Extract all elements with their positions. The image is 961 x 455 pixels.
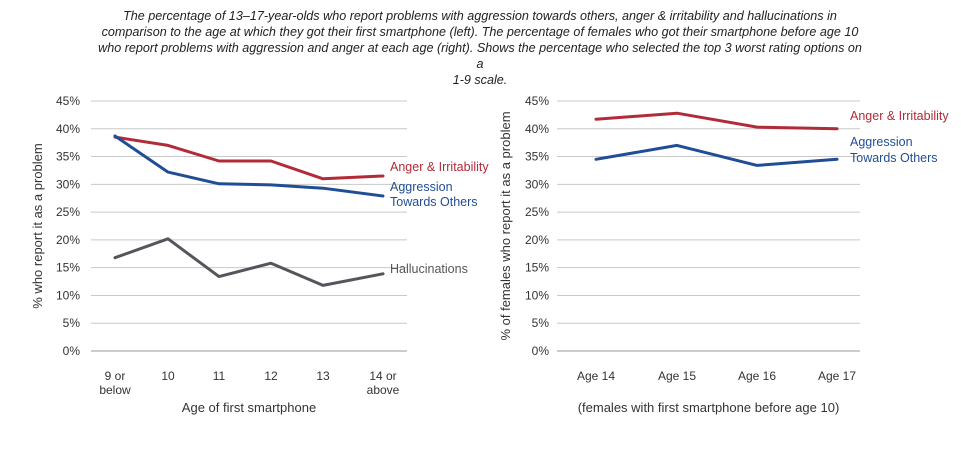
x-tick-label: above (367, 383, 400, 397)
x-tick-label: 10 (161, 369, 175, 383)
y-tick-label: 40% (56, 122, 80, 136)
y-tick-label: 40% (525, 122, 549, 136)
y-tick-label: 20% (525, 233, 549, 247)
series-line-anger-irritability (113, 135, 385, 181)
x-tick-label: Age 17 (818, 369, 856, 383)
y-tick-label: 5% (532, 316, 550, 330)
x-tick-label: 9 or (105, 369, 126, 383)
x-axis-title: (females with first smartphone before ag… (578, 400, 840, 415)
series-line-anger-irritability (594, 111, 839, 131)
y-tick-label: 20% (56, 233, 80, 247)
y-tick-label: 25% (56, 205, 80, 219)
y-axis-title: % who report it as a problem (30, 143, 45, 308)
series-label: Anger & Irritability (390, 160, 489, 174)
x-tick-label: Age 14 (577, 369, 615, 383)
y-tick-label: 25% (525, 205, 549, 219)
series-line-hallucinations (113, 237, 385, 287)
y-tick-label: 30% (525, 177, 549, 191)
x-tick-label: Age 15 (658, 369, 696, 383)
y-tick-label: 35% (525, 150, 549, 164)
x-axis-title: Age of first smartphone (182, 400, 316, 415)
y-tick-label: 30% (56, 177, 80, 191)
series-label: Anger & Irritability (850, 109, 949, 123)
chart-title: The percentage of 13–17-year-olds who re… (95, 8, 865, 88)
y-tick-label: 15% (56, 261, 80, 275)
y-tick-label: 35% (56, 150, 80, 164)
x-tick-label: 14 or (369, 369, 396, 383)
x-tick-label: 12 (264, 369, 278, 383)
y-tick-label: 45% (56, 94, 80, 108)
title-line: 1-9 scale. (452, 73, 508, 87)
y-axis-title: % of females who report it as a problem (498, 111, 513, 340)
series-label: Towards Others (850, 151, 938, 165)
title-line: comparison to the age at which they got … (101, 25, 859, 39)
y-tick-label: 5% (63, 316, 81, 330)
y-tick-label: 0% (63, 344, 81, 358)
x-tick-label: 13 (316, 369, 330, 383)
title-line: The percentage of 13–17-year-olds who re… (123, 9, 837, 23)
y-tick-label: 45% (525, 94, 549, 108)
series-label: Towards Others (390, 195, 478, 209)
y-tick-label: 10% (56, 288, 80, 302)
right-chart: 0% 5% 10% 15% 20% 25% 30% 35% 40% 45% Age 14 Age 15… (498, 94, 949, 415)
title-line: who report problems with aggression and … (98, 41, 862, 71)
y-tick-label: 0% (532, 344, 550, 358)
y-tick-label: 15% (525, 261, 549, 275)
series-line-aggression-towards-others (113, 134, 385, 198)
series-label: Aggression (850, 135, 913, 149)
y-tick-label: 10% (525, 288, 549, 302)
series-label: Aggression (390, 180, 453, 194)
x-tick-label: Age 16 (738, 369, 776, 383)
series-line-aggression-towards-others (594, 143, 839, 167)
x-tick-label: below (99, 383, 131, 397)
series-label: Hallucinations (390, 262, 468, 276)
x-tick-label: 11 (213, 369, 226, 383)
